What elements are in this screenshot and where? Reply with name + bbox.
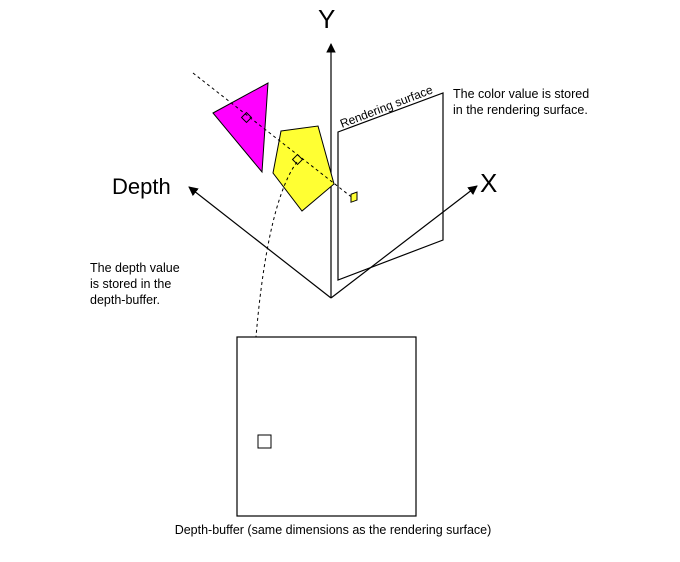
color-note-line1: The color value is stored (453, 87, 589, 101)
line-of-sight (193, 73, 354, 199)
depth-buffer-caption: Depth-buffer (same dimensions as the ren… (175, 523, 492, 537)
y-axis-label: Y (318, 4, 335, 34)
depth-note-line2: is stored in the (90, 277, 171, 291)
depth-note-line3: depth-buffer. (90, 293, 160, 307)
x-axis-label: X (480, 168, 497, 198)
surface-pixel (351, 192, 357, 202)
yellow-pentagon (273, 126, 334, 211)
color-note-line2: in the rendering surface. (453, 103, 588, 117)
magenta-triangle (213, 83, 268, 172)
depth-buffer-panel (237, 337, 416, 516)
depth-note-line1: The depth value (90, 261, 180, 275)
depth-buffer-pixel (258, 435, 271, 448)
depth-axis-label: Depth (112, 174, 171, 199)
